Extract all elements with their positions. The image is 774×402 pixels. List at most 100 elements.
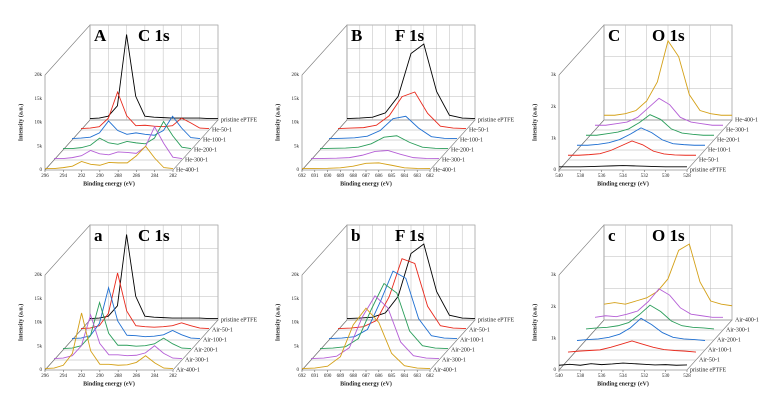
spectrum-line [576,317,706,341]
x-tick-label: 528 [683,374,691,379]
x-tick-label: 530 [662,174,670,179]
x-tick-label: 689 [337,174,345,179]
x-tick-label: 532 [641,374,649,379]
y-axis-label: Intensity (a.u.) [531,304,538,342]
x-tick-label: 290 [96,174,104,179]
spectrum-line [346,243,476,320]
panel-label: A [94,26,107,45]
panel-title: C 1s [138,226,170,245]
x-tick-label: 684 [401,174,409,179]
y-tick-label: 2k [551,305,557,310]
x-tick-label: 687 [362,374,370,379]
panel-title: O 1s [652,226,685,245]
x-tick-label: 532 [641,174,649,179]
x-tick-label: 683 [413,374,421,379]
x-tick-label: 290 [96,374,104,379]
series-label: He-50-1 [699,157,719,163]
spectrum-line [586,114,714,136]
x-tick-label: 686 [375,374,383,379]
spectrum-line [559,165,687,168]
spectrum-line [301,307,431,370]
y-tick-label: 10k [35,321,43,326]
x-tick-label: 690 [324,374,332,379]
x-tick-label: 536 [598,174,606,179]
y-tick-label: 20k [35,73,43,78]
x-tick-label: 536 [598,374,606,379]
y-tick-label: 1k [551,336,557,341]
x-tick-label: 682 [426,374,434,379]
series-label: He-200-1 [717,137,740,143]
panel-label: a [94,226,103,245]
series-label: pristine ePTFE [478,117,514,123]
y-tick-label: 15k [35,297,43,302]
series-label: Air-400-1 [176,367,200,373]
spectrum-line [89,234,218,320]
y-tick-label: 10k [35,121,43,126]
spectrum-line [568,140,696,156]
x-tick-label: 691 [311,374,319,379]
x-tick-label: 294 [60,174,68,179]
x-tick-label: 685 [388,374,396,379]
y-axis-label: Intensity (a.u.) [274,304,281,342]
y-tick-label: 0 [554,368,557,373]
x-axis-label: Binding energy (eV) [83,380,135,387]
spectrum-line [89,34,218,120]
series-label: Air-200-1 [451,347,475,353]
x-axis-label: Binding energy (eV) [597,180,649,187]
series-label: Air-100-1 [708,347,732,353]
x-tick-label: 685 [388,174,396,179]
x-tick-label: 683 [413,174,421,179]
series-label: He-50-1 [469,127,489,133]
panel-title: F 1s [395,226,425,245]
series-label: He-50-1 [212,127,232,133]
panel-label: B [351,26,362,45]
spectrum-line [63,120,192,150]
series-label: He-400-1 [735,117,758,123]
series-label: He-400-1 [176,167,199,173]
series-label: pristine ePTFE [221,117,257,123]
spectrum-line [594,288,723,318]
x-tick-label: 286 [133,374,141,379]
x-axis-label: Binding energy (eV) [340,180,392,187]
series-label: Air-400-1 [433,367,457,373]
spectrum-line [310,150,440,160]
series-label: Air-300-1 [726,327,750,333]
y-tick-label: 15k [292,97,300,102]
spectrum-line [346,43,476,120]
spectrum-line [337,258,467,330]
spectrum-line [54,125,183,160]
x-tick-label: 294 [60,374,68,379]
spectrum-line [319,135,449,150]
x-axis-label: Binding energy (eV) [340,380,392,387]
spectrum-line [71,285,201,340]
y-tick-label: 3k [551,273,557,278]
spectrum-line [319,282,449,350]
series-label: pristine ePTFE [690,167,726,173]
series-label: Air-300-1 [442,357,466,363]
y-tick-label: 0 [554,168,557,173]
spectrum-line [558,362,688,366]
series-label: pristine ePTFE [690,367,726,373]
spectrum-line [585,304,715,330]
x-tick-label: 687 [362,174,370,179]
y-tick-label: 15k [35,97,43,102]
panel-label: b [351,226,360,245]
series-label: He-200-1 [194,147,217,153]
spectrum-line [45,145,174,170]
y-tick-label: 2k [551,105,557,110]
series-label: Air-100-1 [203,337,227,343]
y-tick-label: 15k [292,297,300,302]
spectrum-line [62,300,192,350]
x-tick-label: 691 [311,174,319,179]
x-tick-label: 288 [114,174,122,179]
series-label: He-300-1 [185,157,208,163]
x-tick-label: 292 [78,174,86,179]
y-tick-label: 0 [297,368,300,373]
series-label: He-100-1 [708,147,731,153]
series-label: Air-50-1 [212,327,233,333]
x-tick-label: 530 [662,374,670,379]
spectrum-line [337,91,467,130]
y-tick-label: 10k [292,121,300,126]
x-tick-label: 690 [324,174,332,179]
x-tick-label: 682 [426,174,434,179]
